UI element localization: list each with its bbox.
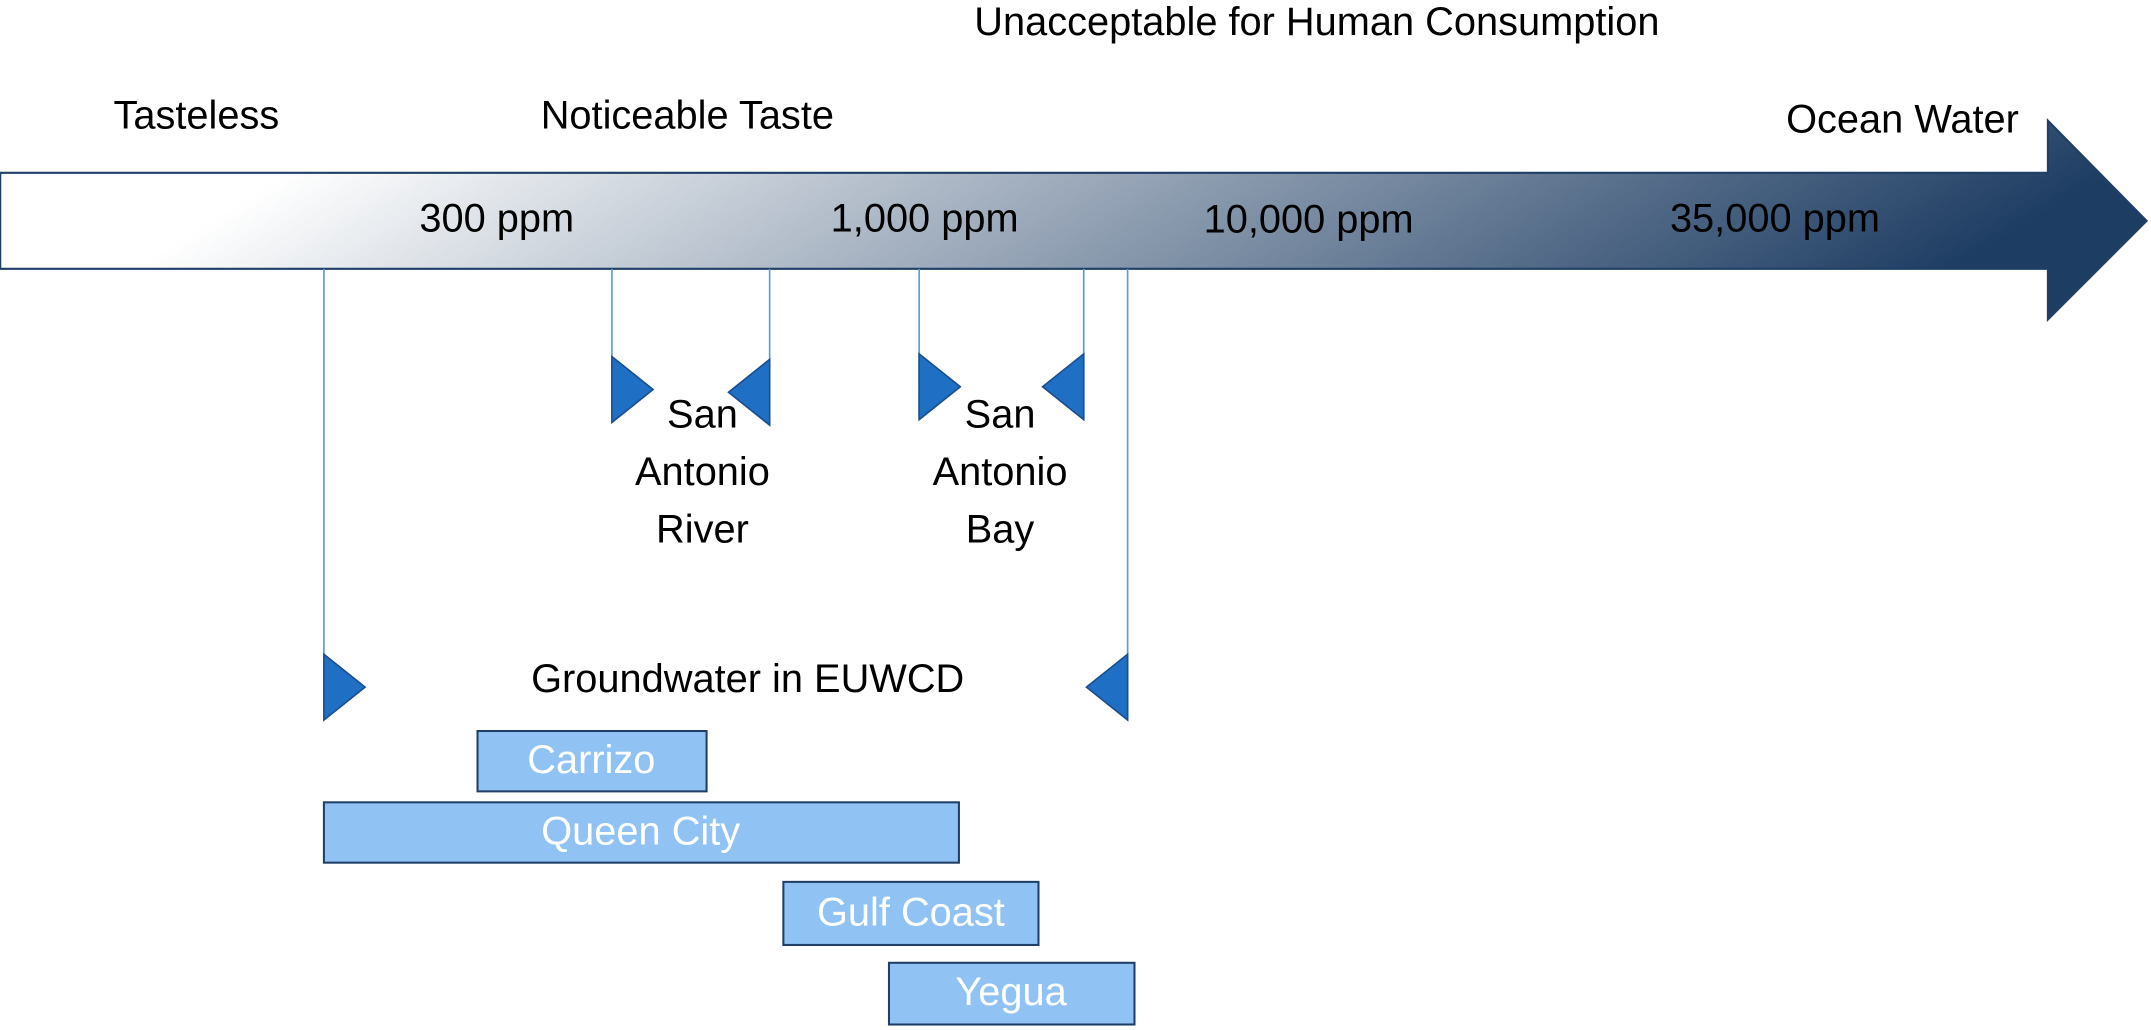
scale-label: 1,000 ppm xyxy=(831,196,1019,240)
range-marker xyxy=(323,652,367,722)
range-marker xyxy=(611,354,655,425)
category-label: Noticeable Taste xyxy=(541,93,834,137)
range-marker xyxy=(1085,652,1129,722)
range-label: Antonio xyxy=(635,450,770,494)
category-label: Tasteless xyxy=(113,93,279,137)
range-marker xyxy=(1041,352,1085,422)
aquifer-label: Queen City xyxy=(541,809,740,853)
aquifer-bar xyxy=(476,729,708,793)
range-label: Antonio xyxy=(933,450,1068,494)
range-label: San xyxy=(965,392,1036,436)
scale-label: 35,000 ppm xyxy=(1670,196,1880,240)
aquifer-bar xyxy=(782,880,1040,946)
range-marker xyxy=(918,352,962,422)
aquifer-label: Gulf Coast xyxy=(817,890,1005,934)
scale-arrow xyxy=(0,118,2149,323)
scale-label: 10,000 ppm xyxy=(1204,198,1414,242)
range-label: Groundwater in EUWCD xyxy=(531,657,964,701)
aquifer-bar xyxy=(887,961,1136,1026)
range-label: San xyxy=(667,392,738,436)
range-label: Bay xyxy=(966,508,1035,552)
scale-label: 300 ppm xyxy=(419,196,574,240)
title: Unacceptable for Human Consumption xyxy=(974,0,1659,44)
range-label: River xyxy=(656,508,749,552)
aquifer-bar xyxy=(322,801,960,864)
category-label: Ocean Water xyxy=(1786,98,2019,142)
range-marker xyxy=(727,357,771,427)
aquifer-label: Yegua xyxy=(955,970,1067,1014)
aquifer-label: Carrizo xyxy=(527,738,655,782)
